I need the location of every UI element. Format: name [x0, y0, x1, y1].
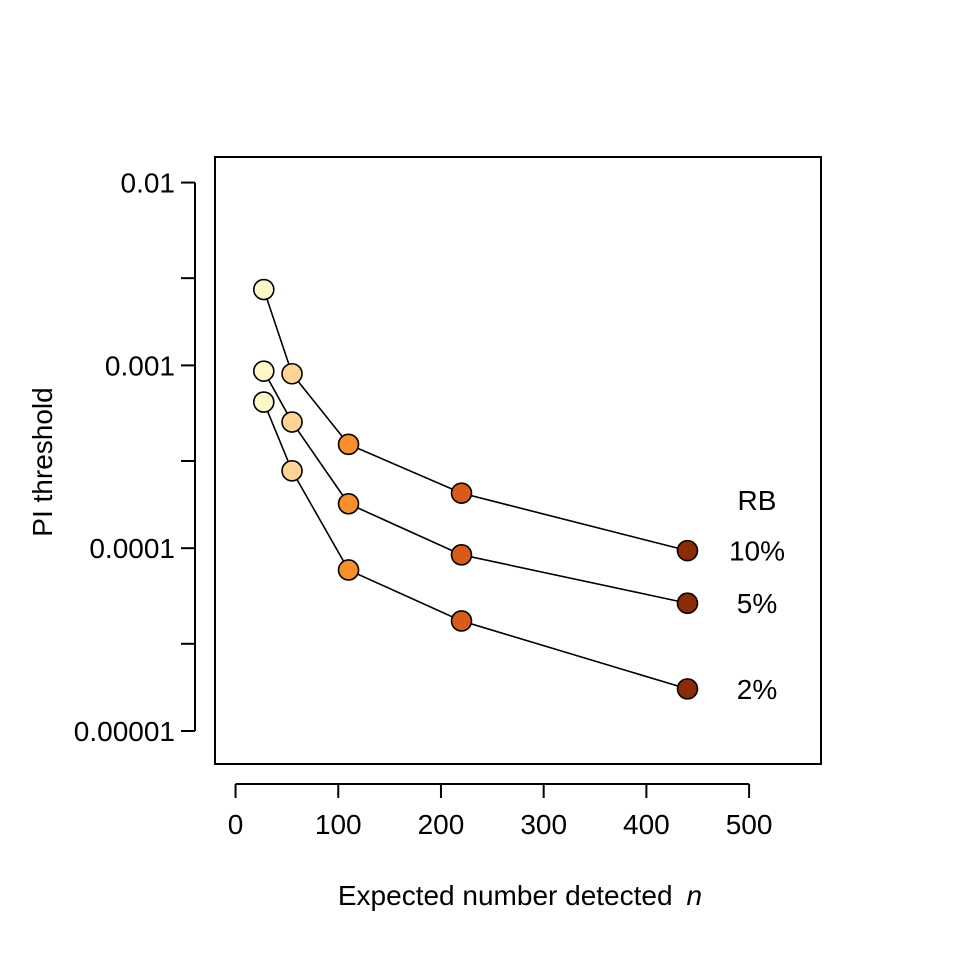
y-axis-label: PI threshold — [27, 387, 58, 536]
x-tick-label: 500 — [726, 809, 773, 840]
data-point — [252, 360, 275, 382]
data-point — [450, 610, 473, 632]
y-tick-label: 0.0001 — [89, 533, 175, 564]
x-axis-label: Expected number detected n — [338, 880, 702, 911]
data-point — [337, 492, 360, 515]
data-point — [676, 539, 699, 562]
data-point — [450, 544, 473, 566]
x-axis-label-variable: n — [687, 880, 703, 911]
data-point — [252, 278, 275, 301]
data-point — [337, 433, 360, 456]
x-axis-label-text: Expected number detected — [338, 880, 673, 911]
x-tick-label: 400 — [623, 809, 670, 840]
data-point — [281, 460, 303, 482]
y-tick-label: 0.00001 — [74, 716, 175, 747]
data-point — [676, 592, 699, 615]
data-point — [450, 482, 473, 504]
series-layer — [252, 278, 699, 700]
series-line — [263, 401, 688, 690]
data-point — [281, 411, 303, 433]
series-label: 2% — [737, 674, 777, 705]
series-label: 5% — [737, 588, 777, 619]
data-point — [337, 559, 360, 581]
x-tick-label: 200 — [418, 809, 465, 840]
x-axis: 0 100 200 300 400 500 — [228, 783, 773, 840]
data-point — [252, 391, 275, 413]
plot-frame — [214, 156, 822, 765]
legend: RB 10% 5% 2% — [729, 485, 785, 705]
data-point — [676, 678, 699, 700]
series-line — [263, 370, 688, 605]
x-tick-label: 0 — [228, 809, 244, 840]
series-line — [263, 289, 688, 552]
y-axis: 0.00001 0.0001 0.001 0.01 — [74, 168, 196, 747]
x-tick-label: 100 — [315, 809, 362, 840]
y-tick-label: 0.001 — [105, 350, 175, 381]
legend-title: RB — [738, 485, 777, 516]
data-point — [281, 362, 303, 385]
series-label: 10% — [729, 536, 785, 567]
y-tick-label: 0.01 — [121, 168, 176, 199]
x-tick-label: 300 — [520, 809, 567, 840]
